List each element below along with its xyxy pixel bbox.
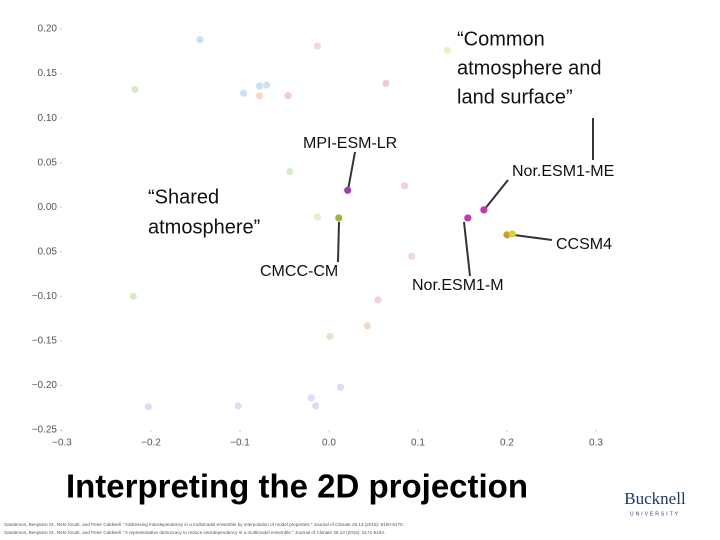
- annotation: MPI-ESM-LR: [303, 135, 397, 152]
- point: [284, 92, 292, 100]
- point: [503, 231, 511, 239]
- connector: [483, 179, 509, 211]
- footnote: Sanderson, Benjamin M., Reto Knutti, and…: [4, 522, 404, 527]
- y-tick-label: −0.10: [32, 291, 58, 302]
- connector: [347, 151, 356, 191]
- y-tick-label: −0.25: [32, 425, 58, 436]
- annotation: Nor.ESM1-ME: [512, 163, 614, 180]
- point: [313, 42, 322, 50]
- logo-sub: UNIVERSITY: [630, 511, 680, 517]
- point: [326, 332, 334, 341]
- y-tick-label: 0.15: [38, 68, 58, 79]
- footnote: Sanderson, Benjamin M., Reto Knutti, and…: [4, 530, 385, 535]
- x-tick-label: −0.2: [141, 438, 161, 449]
- connector: [513, 234, 553, 241]
- point: [508, 230, 516, 238]
- point: [144, 403, 152, 411]
- x-tick-label: −0.3: [52, 438, 72, 449]
- point: [131, 85, 139, 94]
- point: [263, 81, 271, 89]
- annotation: CMCC-CM: [260, 263, 338, 280]
- point: [313, 213, 322, 221]
- y-tick-label: 0.05: [38, 157, 58, 168]
- point: [234, 402, 242, 410]
- point: [239, 89, 248, 97]
- y-tick-label: 0.00: [38, 202, 58, 213]
- point: [408, 252, 416, 260]
- point: [382, 79, 390, 87]
- y-tick-label: −0.15: [32, 336, 58, 347]
- logo: Bucknell: [624, 489, 686, 508]
- y-tick-label: 0.20: [38, 24, 58, 35]
- point: [464, 214, 472, 222]
- y-tick-label: −0.20: [32, 380, 58, 391]
- connector: [337, 221, 340, 263]
- annotation: Nor.ESM1-M: [412, 277, 504, 294]
- connector: [463, 221, 471, 277]
- y-tick-label: 0.10: [38, 113, 58, 124]
- x-tick-label: 0.2: [500, 438, 514, 449]
- annotation: atmosphere and: [457, 57, 602, 79]
- point: [255, 92, 264, 100]
- point: [255, 82, 264, 90]
- point: [336, 383, 345, 391]
- point: [196, 36, 204, 44]
- annotation: “Shared: [148, 186, 219, 208]
- slide-title: Interpreting the 2D projection: [66, 468, 528, 505]
- point: [129, 292, 137, 300]
- point: [363, 322, 371, 330]
- annotation: land surface”: [457, 86, 573, 108]
- x-tick-label: 0.3: [589, 438, 603, 449]
- annotation: CCSM4: [556, 236, 612, 253]
- point: [443, 46, 451, 54]
- point: [286, 167, 294, 176]
- y-tick-label: 0.05: [38, 246, 58, 257]
- point: [312, 402, 320, 410]
- point: [374, 296, 382, 304]
- x-tick-label: −0.1: [230, 438, 250, 449]
- annotation: atmosphere”: [148, 216, 260, 238]
- point: [307, 394, 315, 402]
- point: [344, 186, 352, 194]
- point: [335, 214, 343, 222]
- point: [480, 206, 488, 214]
- point: [401, 182, 409, 190]
- annotation: “Common: [457, 28, 545, 50]
- x-tick-label: 0.0: [322, 438, 336, 449]
- x-tick-label: 0.1: [411, 438, 425, 449]
